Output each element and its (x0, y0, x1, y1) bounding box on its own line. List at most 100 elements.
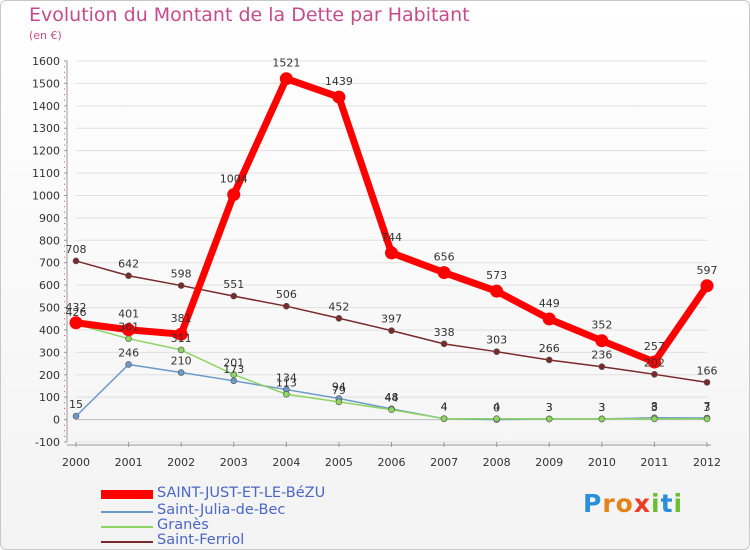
data-point (230, 371, 238, 378)
legend-label-saint-just: SAINT-JUST-ET-LE-BéZU (157, 485, 326, 501)
data-point (122, 323, 136, 337)
x-tick-label: 2007 (430, 456, 458, 469)
data-label: 8 (651, 400, 658, 413)
y-tick-label: -100 (35, 436, 60, 449)
data-label: 432 (66, 301, 87, 314)
data-point (385, 246, 398, 260)
data-point (545, 415, 553, 423)
data-label: 338 (434, 326, 455, 339)
x-tick-label: 2006 (378, 456, 406, 469)
y-tick-label: 0 (53, 414, 60, 427)
data-label: 303 (486, 334, 507, 347)
data-label: 166 (697, 364, 718, 377)
y-tick-label: 300 (39, 346, 60, 359)
data-label: 44 (385, 392, 399, 405)
legend-swatch-saint-just (101, 490, 153, 499)
data-label: 397 (381, 313, 402, 326)
data-point (700, 279, 714, 293)
data-label: 113 (276, 376, 297, 389)
data-point (125, 272, 132, 280)
logo-letter: o (615, 489, 634, 518)
data-label: 449 (539, 297, 560, 310)
data-point (651, 371, 658, 378)
y-tick-label: 1100 (32, 167, 60, 180)
data-label: 266 (539, 342, 560, 355)
data-label: 598 (171, 268, 192, 281)
data-label: 426 (66, 306, 87, 319)
legend-swatch-saint-ferriol (101, 541, 153, 543)
legend-label-granes: Granès (157, 517, 209, 533)
data-label: 656 (434, 251, 455, 264)
data-label: 3 (598, 401, 605, 414)
chart-title: Evolution du Montant de la Dette par Hab… (29, 4, 470, 26)
data-label: 506 (276, 288, 297, 301)
data-label: 94 (332, 381, 346, 394)
data-point (125, 361, 132, 368)
data-point (545, 356, 553, 364)
x-tick-label: 2012 (693, 456, 721, 469)
y-tick-label: 100 (39, 391, 60, 404)
data-point (388, 406, 395, 414)
data-label: 401 (118, 308, 139, 321)
y-tick-label: 1300 (32, 122, 60, 135)
data-point (440, 415, 448, 422)
data-label: 7 (704, 400, 711, 413)
data-point (283, 302, 290, 310)
data-point (283, 390, 290, 398)
data-point (69, 316, 83, 330)
data-point (177, 346, 185, 354)
data-label: 4 (493, 401, 500, 414)
logo-letter: t (660, 489, 674, 518)
y-tick-label: 1400 (32, 100, 60, 113)
data-label: 311 (171, 332, 192, 345)
data-point (335, 398, 343, 406)
data-point (598, 363, 606, 370)
data-point (437, 266, 451, 280)
y-tick-label: 500 (39, 302, 60, 315)
x-tick-label: 2009 (535, 456, 563, 469)
data-label: 257 (644, 340, 665, 353)
unit-label: (en €) (29, 29, 62, 42)
data-label: 48 (385, 391, 399, 404)
data-label: 1521 (272, 57, 300, 70)
x-tick-label: 2008 (483, 456, 511, 469)
data-point (651, 415, 658, 423)
x-tick-label: 2011 (640, 456, 668, 469)
data-label: 708 (66, 243, 87, 256)
data-label: 381 (171, 312, 192, 325)
data-point (279, 72, 293, 86)
data-point (335, 314, 343, 322)
data-label: 79 (332, 384, 346, 397)
data-label: 134 (276, 372, 297, 385)
data-label: 452 (328, 300, 349, 313)
x-tick-label: 2002 (167, 456, 195, 469)
logo-letter: i (673, 489, 684, 518)
data-label: 3 (546, 401, 553, 414)
data-point (440, 340, 448, 348)
data-label: 352 (591, 319, 612, 332)
legend-swatch-granes (101, 526, 153, 528)
data-point (174, 327, 188, 341)
proxiti-logo: Proxiti (583, 489, 683, 518)
data-label: 361 (118, 321, 139, 334)
y-tick-label: 1500 (32, 77, 60, 90)
data-label: 201 (223, 357, 244, 370)
data-label: 573 (486, 269, 507, 282)
data-point (703, 379, 711, 386)
data-point (125, 335, 132, 342)
data-point (493, 348, 500, 355)
y-tick-label: 1600 (32, 55, 60, 68)
logo-letter: r (602, 489, 616, 518)
data-label: 3 (704, 401, 711, 414)
x-tick-label: 2010 (588, 456, 616, 469)
data-label: 3 (598, 401, 605, 414)
data-label: 173 (223, 363, 244, 376)
data-point (493, 415, 500, 422)
data-label: 210 (171, 355, 192, 368)
data-label: 202 (644, 356, 665, 369)
data-point (703, 415, 711, 423)
legend-swatch-saint-julia (101, 511, 153, 513)
data-point (230, 292, 238, 300)
data-point (72, 412, 80, 420)
data-point (542, 312, 556, 326)
